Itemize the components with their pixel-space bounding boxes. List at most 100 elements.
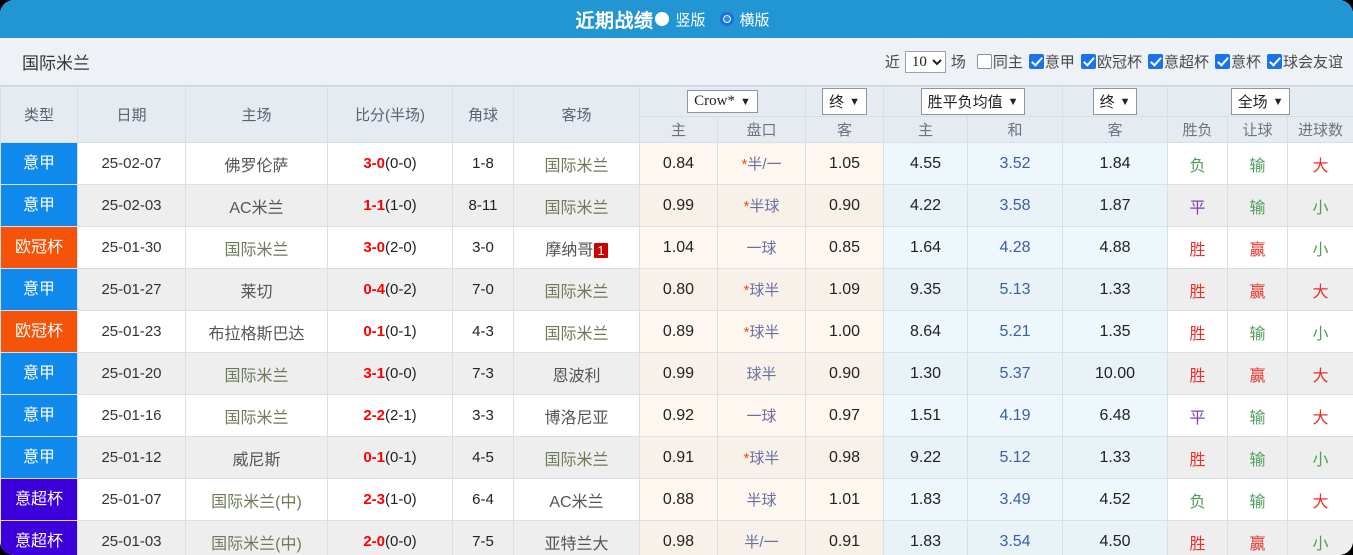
cell-match-type[interactable]: 意甲 (0, 394, 78, 437)
eu-stage-select[interactable]: 终 ▼ (1092, 88, 1138, 115)
cell-corners: 4-3 (452, 310, 514, 353)
eu-odds-select-cell: 胜平负均值 ▼ (883, 86, 1064, 117)
cell-match-type[interactable]: 欧冠杯 (0, 310, 78, 353)
cell-goals-result: 小 (1287, 310, 1353, 353)
cell-odds-home: 0.98 (639, 520, 718, 555)
cell-away-team[interactable]: 国际米兰 (513, 268, 640, 311)
cell-odds-away: 1.09 (805, 268, 885, 311)
cell-home-team[interactable]: 莱切 (185, 268, 328, 311)
cell-eu-away: 1.84 (1062, 142, 1169, 185)
table-row[interactable]: 意超杯 25-01-07 国际米兰(中) 2-3(1-0) 6-4 AC米兰 0.88 半球 1… (0, 478, 1353, 521)
cell-win-lose: 胜 (1167, 436, 1229, 479)
home-team-name: 布拉格斯巴达 (208, 325, 305, 343)
cell-odds-away: 0.97 (805, 394, 885, 437)
radio-vertical-view[interactable] (655, 12, 670, 26)
checkbox-same-home[interactable] (976, 54, 992, 69)
cell-date: 25-01-30 (77, 226, 186, 269)
handicap-result-mark: 输 (1249, 199, 1266, 217)
checkbox-league-seriea[interactable] (1028, 54, 1044, 69)
win-lose-mark: 负 (1189, 493, 1206, 511)
table-row[interactable]: 意甲 25-01-27 莱切 0-4(0-2) 7-0 国际米兰 0.80 *球半 1.09 9.… (0, 268, 1353, 311)
eu-draw-value: 5.37 (999, 364, 1031, 382)
eu-home-value: 4.22 (909, 196, 942, 214)
corner-score: 7-3 (472, 365, 494, 382)
corner-score: 4-5 (472, 449, 494, 466)
cell-home-team[interactable]: 国际米兰 (185, 352, 328, 395)
league-badge: 意超杯 (1, 479, 77, 520)
half-time-score: (0-0) (385, 533, 417, 550)
table-row[interactable]: 意甲 25-01-20 国际米兰 3-1(0-0) 7-3 恩波利 0.99 球半 0.90 1.… (0, 352, 1353, 395)
cell-eu-away: 4.52 (1062, 478, 1169, 521)
cell-corners: 7-3 (452, 352, 514, 395)
eu-odds-select[interactable]: 胜平负均值 ▼ (920, 88, 1026, 115)
cell-handicap-result: 赢 (1227, 226, 1289, 269)
cell-handicap-result: 赢 (1227, 520, 1289, 555)
table-row[interactable]: 意甲 25-02-07 佛罗伦萨 3-0(0-0) 1-8 国际米兰 0.84 *半/一 1.0… (0, 142, 1353, 185)
goals-result-mark: 大 (1312, 493, 1329, 511)
cell-away-team[interactable]: 恩波利 (513, 352, 640, 395)
cell-away-team[interactable]: 摩纳哥 1 (513, 226, 640, 269)
cell-eu-draw: 3.49 (967, 478, 1064, 521)
odds-company-select[interactable]: Crow* ▼ (687, 90, 758, 113)
cell-score: 0-1(0-1) (327, 310, 453, 353)
checkbox-league-ucl[interactable] (1080, 54, 1096, 69)
cell-match-type[interactable]: 意甲 (0, 268, 78, 311)
match-date: 25-01-30 (101, 239, 162, 256)
checkbox-league-friendly[interactable] (1266, 54, 1282, 69)
cell-away-team[interactable]: AC米兰 (513, 478, 640, 521)
cell-eu-draw: 5.12 (967, 436, 1064, 479)
match-date: 25-02-03 (101, 197, 162, 214)
cell-eu-home: 4.22 (883, 184, 969, 227)
cell-odds-home: 0.89 (639, 310, 718, 353)
cell-match-type[interactable]: 欧冠杯 (0, 226, 78, 269)
cell-match-type[interactable]: 意甲 (0, 184, 78, 227)
table-row[interactable]: 意甲 25-02-03 AC米兰 1-1(1-0) 8-11 国际米兰 0.99 *半球 0.9… (0, 184, 1353, 227)
odds-away-value: 0.85 (828, 238, 861, 256)
cell-corners: 7-5 (452, 520, 514, 555)
away-team-name: 国际米兰 (544, 451, 609, 469)
checkbox-league-supercup[interactable] (1147, 54, 1163, 69)
cell-match-type[interactable]: 意超杯 (0, 520, 78, 555)
table-row[interactable]: 意超杯 25-01-03 国际米兰(中) 2-0(0-0) 7-5 亚特兰大 0.98 半/一… (0, 520, 1353, 555)
cell-eu-home: 1.30 (883, 352, 969, 395)
cell-away-team[interactable]: 国际米兰 (513, 184, 640, 227)
cell-away-team[interactable]: 国际米兰 (513, 436, 640, 479)
cell-home-team[interactable]: 布拉格斯巴达 (185, 310, 328, 353)
cell-match-type[interactable]: 意甲 (0, 352, 78, 395)
checkbox-league-italycup[interactable] (1214, 54, 1230, 69)
match-count-select[interactable]: 10 (904, 50, 946, 73)
cell-home-team[interactable]: 国际米兰(中) (185, 520, 328, 555)
odds-home-value: 0.92 (662, 406, 695, 424)
win-lose-mark: 胜 (1189, 451, 1206, 469)
half-time-score: (0-1) (385, 323, 417, 340)
cell-match-type[interactable]: 意甲 (0, 142, 78, 185)
cell-away-team[interactable]: 国际米兰 (513, 142, 640, 185)
table-row[interactable]: 意甲 25-01-12 威尼斯 0-1(0-1) 4-5 国际米兰 0.91 *球半 0.98 9… (0, 436, 1353, 479)
eu-away-value: 10.00 (1094, 364, 1136, 382)
table-row[interactable]: 欧冠杯 25-01-30 国际米兰 3-0(2-0) 3-0 摩纳哥 1 1.04 一球 0.85… (0, 226, 1353, 269)
cell-home-team[interactable]: 国际米兰 (185, 394, 328, 437)
odds-stage-select[interactable]: 终 ▼ (822, 88, 867, 115)
corner-score: 7-5 (472, 533, 494, 550)
eu-odds-select-value: 胜平负均值 (927, 95, 1003, 111)
cell-away-team[interactable]: 亚特兰大 (513, 520, 640, 555)
cell-home-team[interactable]: AC米兰 (185, 184, 328, 227)
cell-home-team[interactable]: 威尼斯 (185, 436, 328, 479)
odds-home-value: 0.84 (662, 154, 695, 172)
cell-match-type[interactable]: 意超杯 (0, 478, 78, 521)
cell-away-team[interactable]: 国际米兰 (513, 310, 640, 353)
cell-handicap: 一球 (716, 394, 807, 437)
table-row[interactable]: 意甲 25-01-16 国际米兰 2-2(2-1) 3-3 博洛尼亚 0.92 一球 0.97 1… (0, 394, 1353, 437)
goals-result-mark: 小 (1312, 325, 1329, 343)
result-scope-select[interactable]: 全场 ▼ (1230, 88, 1291, 115)
cell-eu-home: 9.22 (883, 436, 969, 479)
cell-home-team[interactable]: 国际米兰(中) (185, 478, 328, 521)
asterisk-icon: * (743, 450, 750, 467)
col-header-corner: 角球 (452, 86, 514, 143)
table-row[interactable]: 欧冠杯 25-01-23 布拉格斯巴达 0-1(0-1) 4-3 国际米兰 0.89 *球半 1… (0, 310, 1353, 353)
cell-match-type[interactable]: 意甲 (0, 436, 78, 479)
cell-away-team[interactable]: 博洛尼亚 (513, 394, 640, 437)
cell-home-team[interactable]: 佛罗伦萨 (185, 142, 328, 185)
cell-home-team[interactable]: 国际米兰 (185, 226, 328, 269)
radio-horizontal-view[interactable] (719, 12, 734, 26)
